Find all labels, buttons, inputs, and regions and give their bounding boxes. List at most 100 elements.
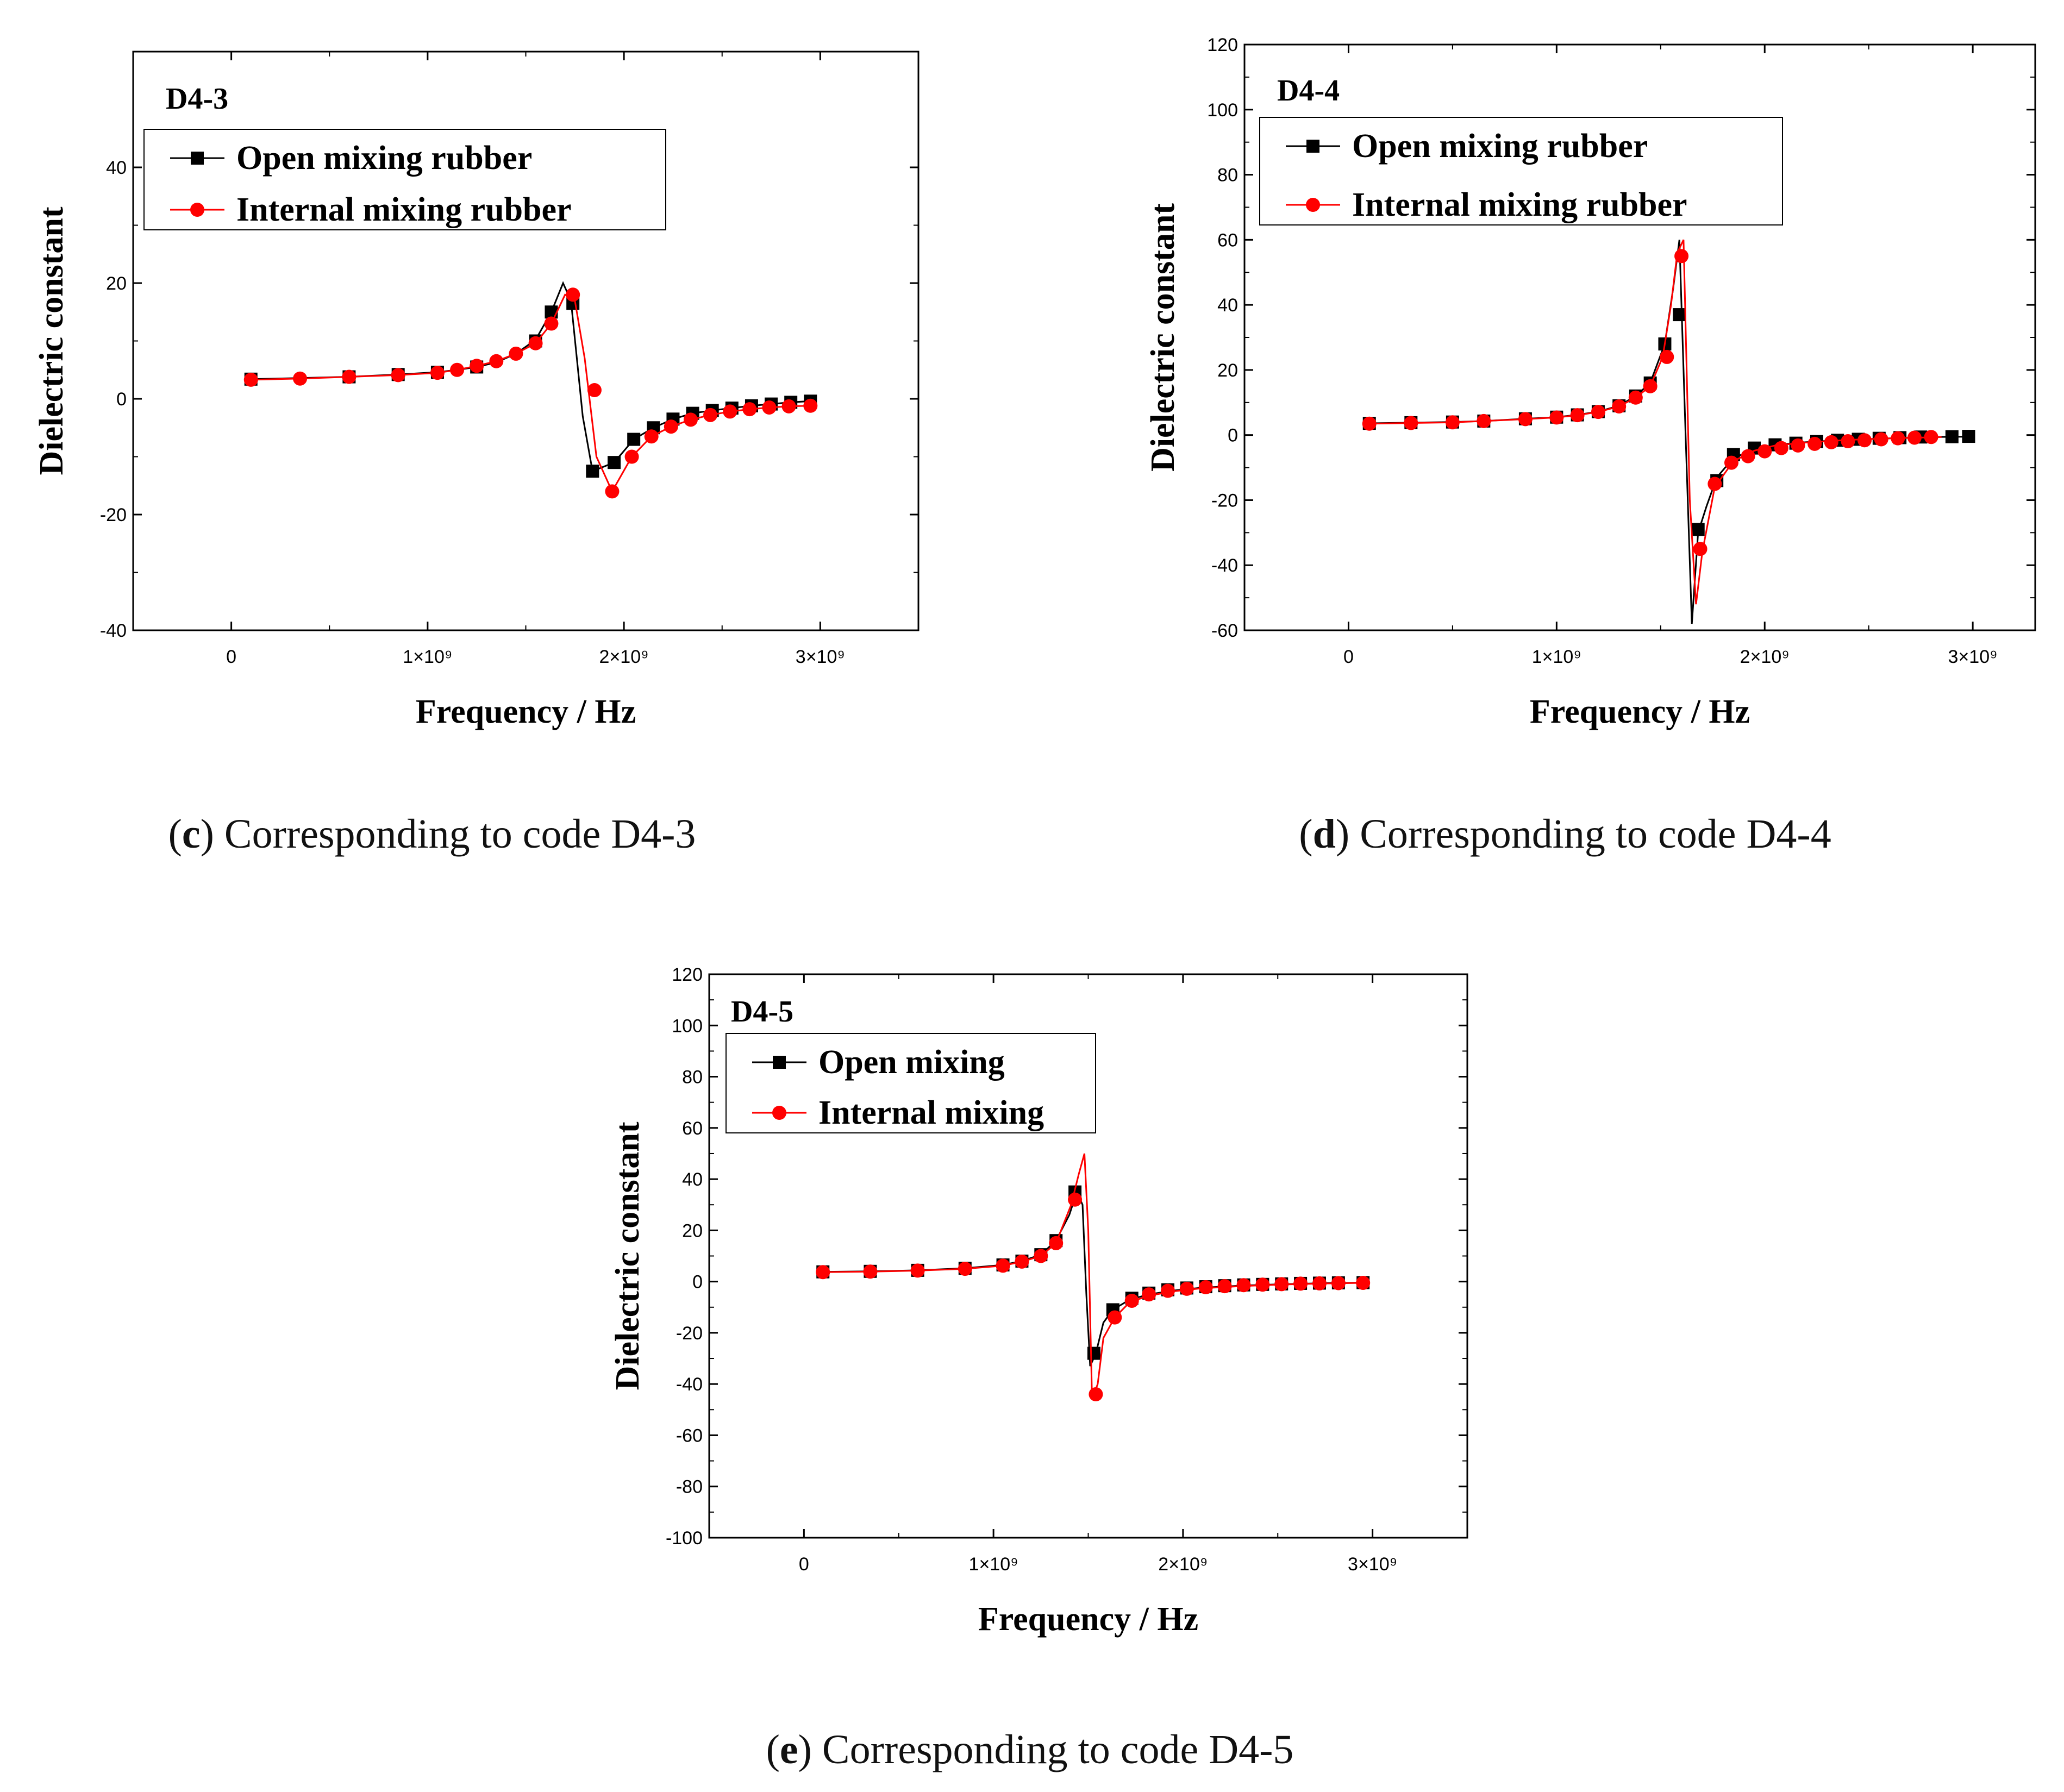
data-point-internal — [293, 371, 308, 386]
data-point-internal — [1142, 1287, 1156, 1302]
data-point-internal — [1857, 433, 1872, 448]
data-point-internal — [624, 449, 639, 464]
data-point-internal — [1312, 1276, 1327, 1290]
data-point-internal — [566, 287, 580, 302]
y-tick-label: 0 — [116, 389, 127, 410]
caption-close-paren: ) — [201, 811, 224, 857]
data-point-internal — [1236, 1278, 1251, 1293]
data-point-internal — [1643, 379, 1658, 393]
series-line-internal — [823, 1153, 1364, 1400]
y-tick-label: 40 — [1217, 295, 1238, 316]
y-axis-title: Dielectric constant — [1144, 203, 1181, 472]
y-tick-label: 0 — [1228, 425, 1238, 446]
legend-box — [1259, 117, 1783, 225]
panel-label: D4-4 — [1277, 74, 1340, 108]
legend-entry: Internal mixing rubber — [236, 191, 572, 228]
y-tick-label: 20 — [1217, 360, 1238, 381]
data-point-open — [1945, 430, 1959, 443]
y-tick-label: -80 — [676, 1477, 703, 1497]
x-tick-label: 3×10⁹ — [1348, 1554, 1397, 1575]
data-point-internal — [762, 400, 777, 415]
x-tick-label: 3×10⁹ — [1948, 647, 1998, 667]
data-point-internal — [1791, 438, 1805, 453]
data-point-internal — [781, 399, 796, 413]
figure-caption: (d) Corresponding to code D4-4 — [1299, 811, 1831, 857]
plot-area — [1362, 239, 1975, 624]
data-point-internal — [1124, 1293, 1139, 1308]
data-point-internal — [1907, 430, 1922, 445]
data-point-internal — [1724, 455, 1738, 470]
y-tick-label: 100 — [672, 1016, 703, 1036]
x-tick-label: 1×10⁹ — [969, 1554, 1018, 1575]
data-point-internal — [910, 1263, 925, 1278]
data-point-internal — [996, 1258, 1010, 1273]
data-point-internal — [742, 402, 757, 417]
data-point-open — [627, 433, 641, 446]
data-point-internal — [863, 1264, 878, 1279]
plot-area — [816, 1153, 1371, 1402]
data-point-internal — [1891, 431, 1905, 446]
x-axis-title: Frequency / Hz — [1530, 693, 1750, 730]
data-point-open — [586, 465, 599, 478]
x-axis-title: Frequency / Hz — [978, 1601, 1198, 1638]
x-axis-title: Frequency / Hz — [416, 693, 636, 730]
data-point-internal — [703, 408, 718, 422]
data-point-internal — [544, 316, 559, 331]
caption-letter: d — [1313, 811, 1336, 857]
data-point-internal — [958, 1262, 972, 1276]
y-tick-label: 60 — [1217, 230, 1238, 250]
data-point-internal — [430, 366, 445, 380]
x-tick-label: 0 — [226, 647, 236, 667]
data-point-internal — [1708, 477, 1722, 491]
y-axis-title: Dielectric constant — [33, 206, 70, 475]
data-point-internal — [1807, 436, 1822, 451]
y-tick-label: 0 — [692, 1272, 703, 1293]
data-point-internal — [1824, 435, 1838, 449]
legend-marker-square — [1306, 140, 1319, 153]
data-point-internal — [489, 354, 504, 368]
data-point-internal — [723, 404, 737, 419]
legend-entry: Open mixing rubber — [1352, 128, 1648, 165]
data-point-open — [1962, 430, 1975, 443]
legend-box — [143, 129, 666, 230]
x-tick-label: 1×10⁹ — [1532, 647, 1581, 667]
caption-text: Corresponding to code D4-5 — [822, 1727, 1294, 1772]
legend-entry: Open mixing rubber — [236, 140, 532, 177]
data-point-internal — [1570, 408, 1585, 423]
panel-label: D4-3 — [166, 82, 228, 116]
data-point-internal — [1108, 1310, 1122, 1325]
data-point-internal — [1217, 1279, 1232, 1294]
data-point-internal — [1693, 542, 1708, 556]
legend-marker-circle — [190, 203, 204, 217]
data-point-internal — [1362, 416, 1377, 431]
data-point-internal — [1477, 413, 1491, 428]
data-point-internal — [664, 419, 678, 434]
data-point-open — [1673, 308, 1686, 322]
data-point-internal — [644, 429, 659, 444]
legend-marker-circle — [1306, 198, 1320, 212]
y-tick-label: 120 — [672, 964, 703, 985]
y-tick-label: 40 — [106, 158, 127, 178]
chart-e: -100 -80 -60 -40 -20 0 20 40 60 80 100 120 0 1×10⁹ 2×1… — [609, 964, 1468, 1772]
figure-caption: (c) Corresponding to code D4-3 — [168, 811, 696, 857]
y-tick-label: 80 — [1217, 165, 1238, 186]
data-point-internal — [1293, 1276, 1308, 1291]
data-point-open — [608, 456, 621, 469]
data-point-internal — [1591, 405, 1605, 419]
data-point-internal — [1518, 412, 1533, 427]
caption-text: Corresponding to code D4-3 — [224, 811, 696, 857]
data-point-internal — [1549, 410, 1564, 425]
data-point-internal — [1628, 390, 1643, 405]
legend-entry: Open mixing — [818, 1044, 1005, 1081]
x-tick-label: 2×10⁹ — [1740, 647, 1790, 667]
data-point-internal — [243, 372, 258, 387]
series-line-internal — [251, 293, 811, 493]
data-point-internal — [1674, 249, 1689, 264]
plot-area — [243, 281, 818, 499]
data-point-internal — [587, 383, 602, 398]
y-tick-label: -40 — [1211, 555, 1238, 576]
data-point-internal — [1049, 1236, 1064, 1250]
data-point-internal — [1089, 1387, 1103, 1402]
y-tick-label: 20 — [682, 1220, 703, 1241]
